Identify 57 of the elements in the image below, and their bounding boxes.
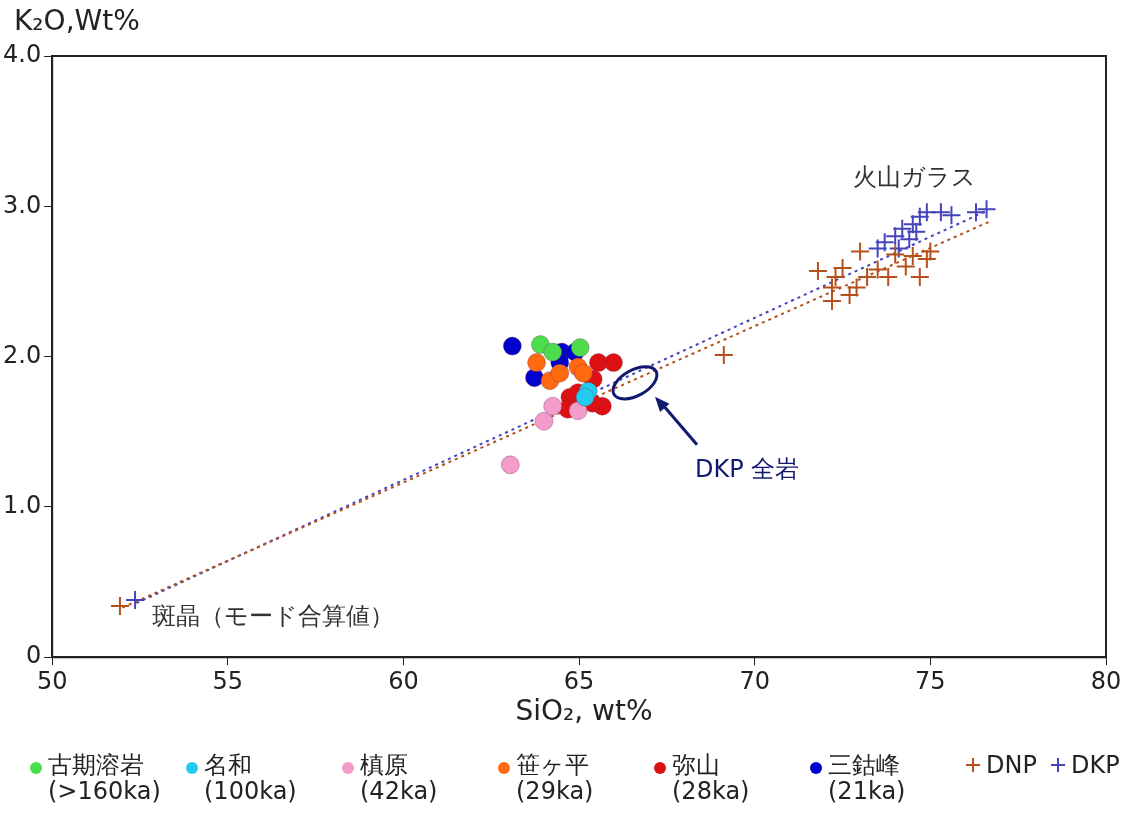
y-tick-label: 4.0	[3, 40, 42, 69]
point	[846, 277, 867, 298]
point	[550, 363, 570, 383]
y-tick-label: 3.0	[3, 190, 42, 219]
point	[543, 396, 563, 416]
y-tick-label: 1.0	[3, 491, 42, 520]
point	[573, 363, 593, 383]
point	[713, 345, 734, 366]
point	[568, 401, 588, 421]
point	[604, 353, 624, 373]
legend-label: 笹ヶ平 (29ka)	[516, 751, 595, 805]
point	[543, 342, 563, 362]
point	[888, 238, 909, 259]
point	[125, 590, 146, 611]
x-axis-title: SiO₂, wt%	[514, 694, 654, 727]
point	[850, 241, 871, 262]
point	[909, 206, 930, 227]
legend-label: 弥山 (28ka)	[672, 751, 751, 805]
point	[916, 248, 937, 269]
point	[930, 202, 951, 223]
point	[570, 338, 590, 358]
x-tick-label: 80	[1090, 666, 1122, 695]
point	[902, 245, 923, 266]
point	[807, 260, 828, 281]
point	[874, 232, 895, 253]
point	[976, 199, 997, 220]
legend-label: 三鈷峰 (21ka)	[828, 751, 907, 805]
legend-label: 古期溶岩 (>160ka)	[48, 751, 162, 805]
x-tick-label: 55	[212, 666, 244, 695]
point	[502, 336, 522, 356]
point	[500, 455, 520, 475]
point	[109, 596, 130, 617]
x-tick-label: 60	[388, 666, 419, 695]
x-tick-label: 65	[563, 666, 595, 695]
point	[906, 221, 927, 242]
point	[966, 202, 987, 223]
x-tick-label: 75	[915, 666, 946, 695]
point	[857, 266, 878, 287]
point	[832, 257, 853, 278]
legend-label: DKP	[1070, 751, 1120, 779]
x-tick-label: 70	[739, 666, 770, 695]
legend-label: DNP	[986, 751, 1037, 779]
point	[825, 266, 846, 287]
annotation: 斑晶（モード合算値）	[152, 602, 395, 631]
point	[867, 238, 888, 259]
point	[941, 205, 962, 226]
point	[534, 411, 554, 431]
annotation: 火山ガラス	[853, 163, 977, 192]
point	[909, 266, 930, 287]
legend-label: 名和 (100ka)	[204, 751, 298, 805]
point	[885, 226, 906, 247]
annotation: DKP 全岩	[695, 455, 800, 484]
y-tick-label: 2.0	[3, 340, 42, 369]
legend-label: 槙原 (42ka)	[360, 751, 439, 805]
y-axis-title: K₂O,Wt%	[14, 4, 140, 37]
point	[527, 353, 547, 373]
point	[575, 387, 595, 407]
